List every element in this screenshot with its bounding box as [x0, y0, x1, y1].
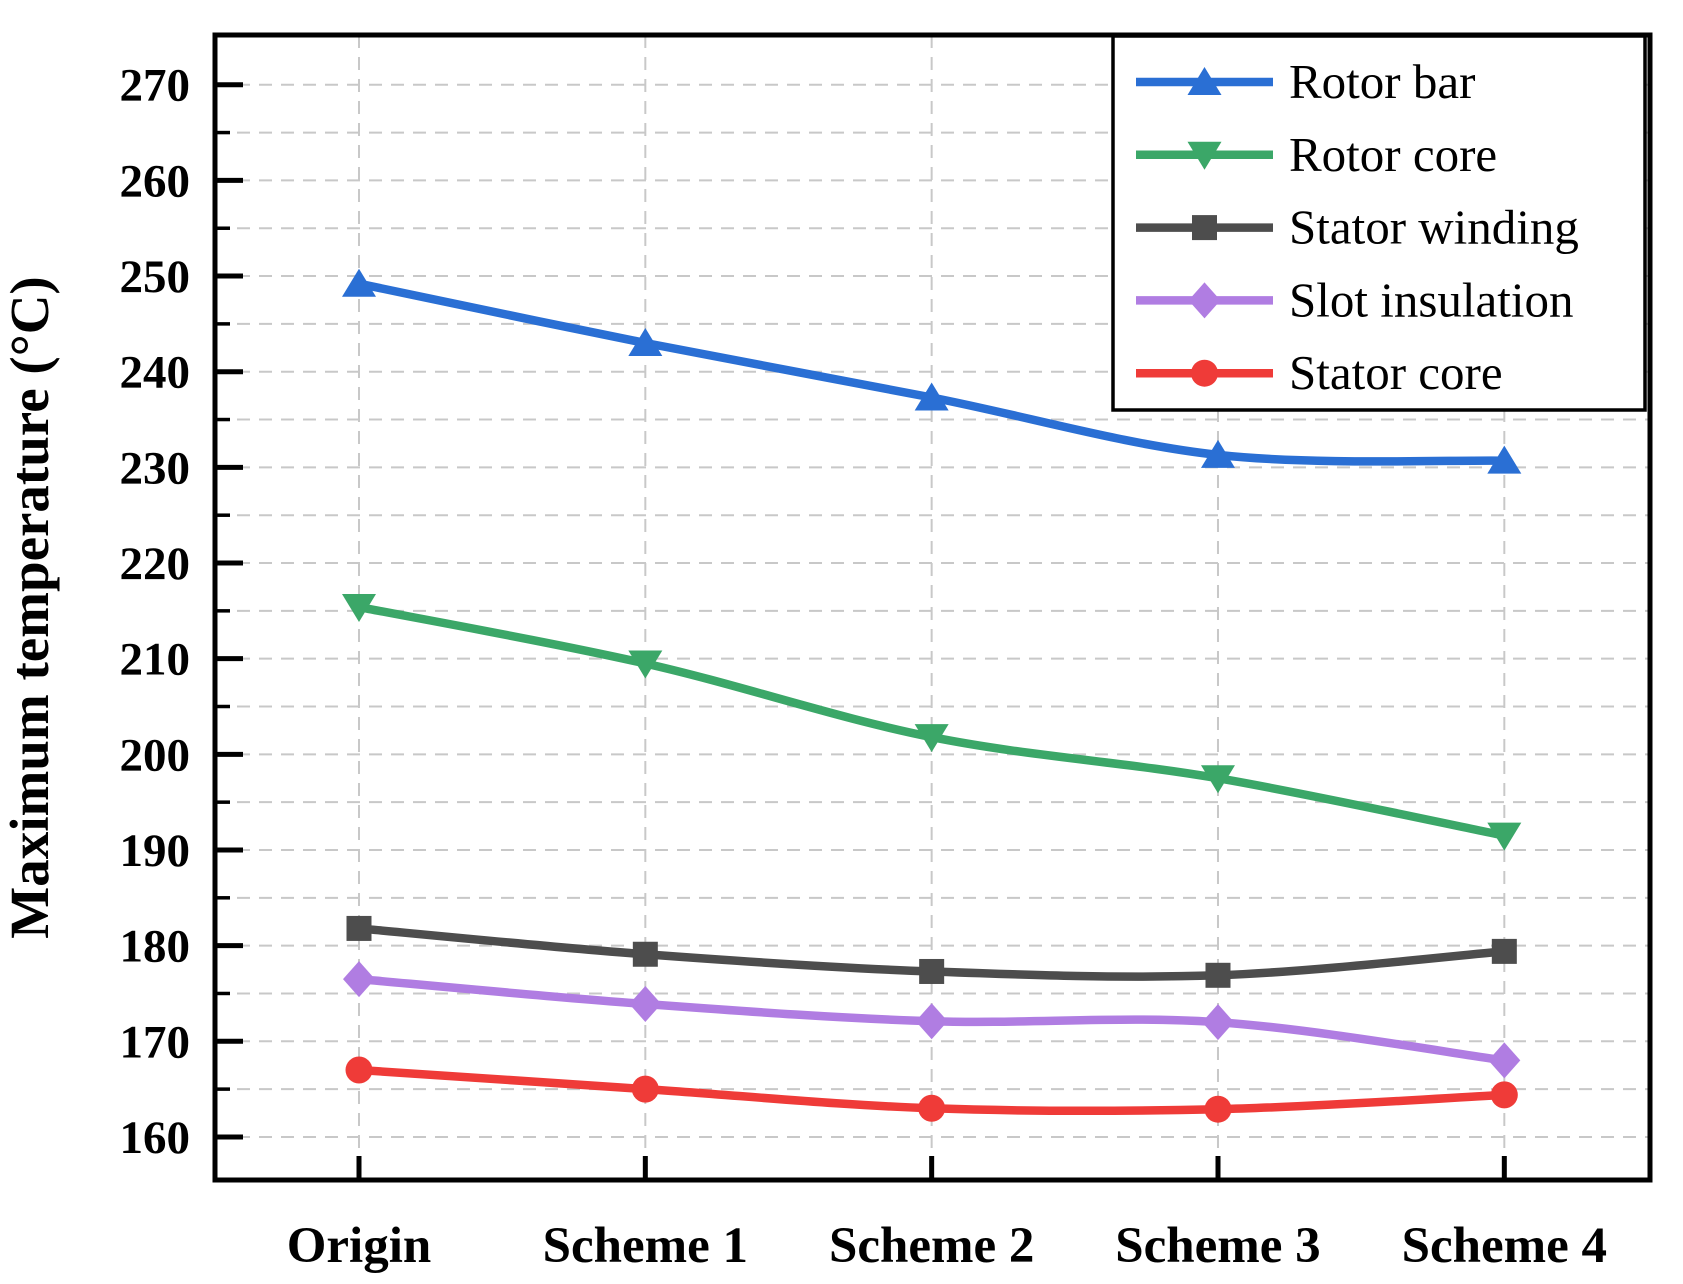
marker-stator-winding-3: [1205, 962, 1231, 988]
legend-label-stator-core: Stator core: [1289, 345, 1503, 400]
y-tick-label-250: 250: [120, 251, 191, 303]
legend-marker-stator-winding-icon: [1192, 215, 1217, 241]
marker-stator-core-4: [1490, 1081, 1518, 1109]
marker-rotor-core-3: [1200, 765, 1235, 794]
marker-rotor-bar-0: [342, 268, 376, 297]
marker-slot-insulation-4: [1488, 1042, 1521, 1079]
legend-label-rotor-bar: Rotor bar: [1289, 54, 1475, 109]
y-tick-label-160: 160: [120, 1112, 191, 1164]
marker-slot-insulation-3: [1201, 1004, 1234, 1041]
y-axis-title: Maximum temperature (°C): [0, 276, 60, 938]
marker-stator-winding-0: [346, 915, 372, 941]
legend-item-rotor-bar: Rotor bar: [1136, 54, 1475, 109]
x-category-label-4: Scheme 4: [1402, 1218, 1607, 1274]
plot-border: [212, 32, 1653, 1183]
y-tick-label-170: 170: [120, 1016, 191, 1068]
marker-stator-core-3: [1204, 1095, 1232, 1123]
legend-label-stator-winding: Stator winding: [1289, 200, 1579, 255]
marker-stator-winding-2: [919, 958, 945, 984]
legend-marker-rotor-bar-icon: [1187, 67, 1222, 95]
legend-item-stator-core: Stator core: [1136, 345, 1503, 400]
legend-label-slot-insulation: Slot insulation: [1289, 272, 1574, 327]
marker-rotor-core-1: [628, 650, 663, 679]
x-category-label-0: Origin: [287, 1218, 432, 1274]
y-tick-label-220: 220: [120, 538, 191, 590]
x-category-labels: Origin Scheme 1 Scheme 2 Scheme 3 Scheme 4: [287, 1218, 1607, 1274]
legend-marker-rotor-core-icon: [1187, 141, 1222, 170]
legend-item-stator-winding: Stator winding: [1136, 200, 1579, 255]
y-tick-label-190: 190: [120, 825, 191, 877]
y-tick-label-180: 180: [120, 921, 191, 973]
legend-item-slot-insulation: Slot insulation: [1136, 272, 1574, 327]
y-tick-label-200: 200: [120, 729, 191, 781]
y-tick-label-230: 230: [120, 442, 191, 494]
marker-rotor-bar-3: [1200, 439, 1235, 468]
marker-stator-winding-1: [632, 941, 658, 967]
marker-rotor-bar-2: [914, 382, 949, 411]
x-category-label-1: Scheme 1: [543, 1218, 748, 1274]
series-rotor-bar: [342, 268, 1522, 474]
marker-stator-core-1: [631, 1075, 659, 1103]
y-tick-label-210: 210: [120, 634, 191, 686]
marker-rotor-core-0: [342, 594, 376, 623]
legend-item-rotor-core: Rotor core: [1136, 127, 1497, 182]
marker-slot-insulation-0: [343, 961, 375, 998]
x-category-label-3: Scheme 3: [1115, 1218, 1320, 1274]
marker-rotor-core-2: [914, 724, 949, 753]
series-stator-winding: [346, 915, 1517, 988]
series-stator-core: [345, 1056, 1518, 1123]
marker-rotor-bar-1: [628, 328, 663, 357]
marker-rotor-core-4: [1487, 822, 1522, 851]
marker-rotor-bar-4: [1487, 445, 1522, 474]
marker-slot-insulation-1: [629, 985, 662, 1022]
legend-marker-slot-insulation-icon: [1188, 282, 1221, 319]
x-category-label-2: Scheme 2: [829, 1218, 1034, 1274]
marker-stator-core-0: [345, 1056, 373, 1084]
y-tick-label-270: 270: [120, 60, 191, 112]
series-rotor-core: [342, 594, 1522, 851]
marker-stator-winding-4: [1491, 938, 1517, 964]
legend-marker-stator-core-icon: [1191, 359, 1218, 387]
y-tick-label-240: 240: [120, 347, 191, 399]
marker-slot-insulation-2: [915, 1003, 948, 1040]
y-tick-labels: 160 170 180 190 200 210 220 230 240 250 260 270: [120, 60, 191, 1164]
x-axis-ticks: [356, 1156, 1507, 1178]
legend: Rotor bar Rotor core Stator winding Slot in…: [1111, 34, 1647, 412]
marker-stator-core-2: [918, 1094, 946, 1122]
series-slot-insulation: [343, 961, 1521, 1079]
legend-label-rotor-core: Rotor core: [1289, 127, 1497, 182]
y-axis-ticks: [217, 82, 243, 1140]
y-tick-label-260: 260: [120, 155, 191, 207]
